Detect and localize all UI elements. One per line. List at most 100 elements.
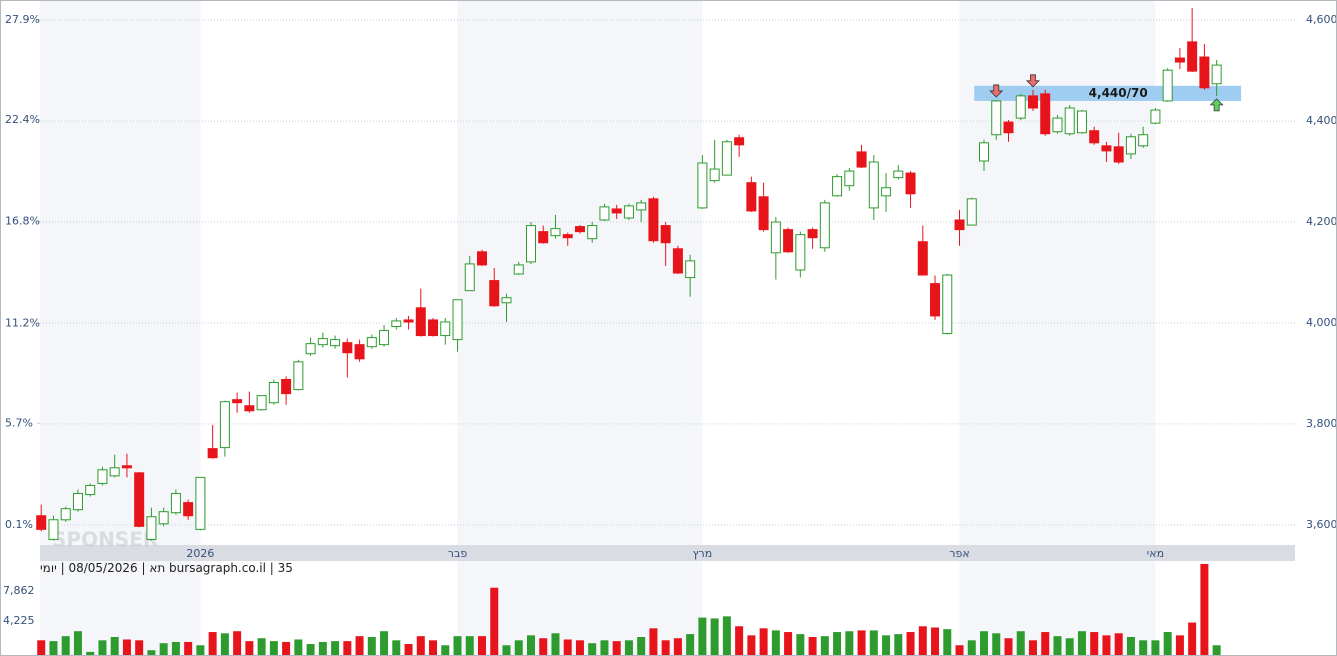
candle-body [195, 476, 206, 530]
candle-body [734, 137, 745, 146]
zone-label: 4,440/70 [1089, 86, 1148, 100]
volume-bar [490, 587, 499, 656]
candle-body [207, 448, 218, 459]
candle-body [256, 395, 267, 411]
volume-bar [882, 635, 891, 656]
volume-bar [612, 641, 621, 656]
volume-bar [771, 630, 780, 656]
x-tick-label: מאי [1147, 547, 1164, 560]
volume-bar [478, 636, 487, 656]
candle-body [758, 196, 769, 231]
volume-bar [416, 636, 425, 656]
volume-bar [869, 630, 878, 656]
volume-bar [722, 616, 731, 656]
candle-body [1101, 145, 1112, 152]
volume-bar [980, 631, 989, 656]
volume-bar [747, 635, 756, 656]
candle-body [330, 339, 341, 347]
candle-body [966, 198, 977, 226]
volume-bar [318, 641, 327, 656]
candle-body [881, 187, 892, 197]
candle-body [415, 307, 426, 337]
volume-bar [600, 640, 609, 656]
volume-tick-label: 4,225 [3, 614, 35, 627]
volume-bar [122, 639, 131, 656]
x-tick-label: פבר [448, 547, 468, 560]
candle-body [489, 280, 500, 307]
candle-body [697, 162, 708, 209]
volume-bar [661, 640, 670, 656]
candle-body [60, 508, 71, 521]
volume-bar [1175, 635, 1184, 656]
volume-bar [698, 617, 707, 656]
volume-bar [796, 634, 805, 656]
candle-body [991, 100, 1002, 136]
candle-body [232, 399, 243, 404]
x-tick-label: 2026 [186, 547, 214, 560]
candle-body [954, 219, 965, 231]
candle-body [293, 361, 304, 391]
volume-bar [1090, 632, 1099, 656]
volume-bar [1028, 640, 1037, 656]
volume-bar [575, 640, 584, 656]
y-tick-label: 4,600 [1306, 13, 1337, 26]
candle-body [452, 299, 463, 341]
y-tick-label: 3,600 [1306, 518, 1337, 531]
volume-bar [759, 628, 768, 656]
volume-bar [367, 637, 376, 656]
candle-body [623, 205, 634, 219]
volume-bar [514, 640, 523, 656]
candle-body [538, 231, 549, 244]
candle-body [403, 319, 414, 323]
candle-body [391, 320, 402, 327]
signal-arrow [989, 84, 1004, 98]
x-tick-label: אפר [949, 547, 969, 560]
volume-bar [110, 637, 119, 656]
volume-bar [784, 632, 793, 656]
volume-bar [673, 638, 682, 656]
y-tick-label: 4,400 [1306, 114, 1337, 127]
volume-bar [37, 640, 46, 656]
candle-body [1138, 134, 1149, 147]
volume-bar [147, 650, 156, 656]
volume-bar [404, 644, 413, 656]
volume-tick-label: 7,862 [3, 584, 35, 597]
volume-bar [184, 641, 193, 656]
volume-bar [735, 626, 744, 656]
candle-body [1027, 95, 1038, 109]
volume-bar [833, 632, 842, 656]
volume-bar [710, 618, 719, 656]
y-tick-label: 4,000 [1306, 316, 1337, 329]
candle-body [832, 176, 843, 197]
candle-body [464, 263, 475, 292]
candle-body [807, 229, 818, 239]
y2-tick-label: 22.4% [5, 113, 40, 126]
candle-body [1076, 110, 1087, 134]
x-tick-label: מרץ [693, 547, 713, 560]
volume-bar [1102, 635, 1111, 656]
candle-body [905, 172, 916, 195]
candle-body [685, 260, 696, 279]
candle-body [477, 251, 488, 266]
volume-bar [73, 631, 82, 656]
volume-bar [857, 630, 866, 656]
volume-bar [343, 641, 352, 656]
volume-bar [624, 640, 633, 656]
volume-bar [257, 638, 266, 656]
volume-bar [159, 643, 168, 656]
volume-bar [649, 628, 658, 656]
volume-bar [637, 637, 646, 656]
volume-bar [294, 639, 303, 656]
volume-bar [1188, 622, 1197, 656]
volume-bar [955, 645, 964, 656]
candle-body [1199, 56, 1210, 89]
volume-bar [820, 636, 829, 656]
candle-body [1113, 146, 1124, 163]
candle-body [844, 170, 855, 187]
candle-body [366, 337, 377, 348]
volume-bar [686, 634, 695, 656]
volume-bar [233, 631, 242, 656]
volume-bar [355, 636, 364, 656]
volume-bar [135, 640, 144, 656]
